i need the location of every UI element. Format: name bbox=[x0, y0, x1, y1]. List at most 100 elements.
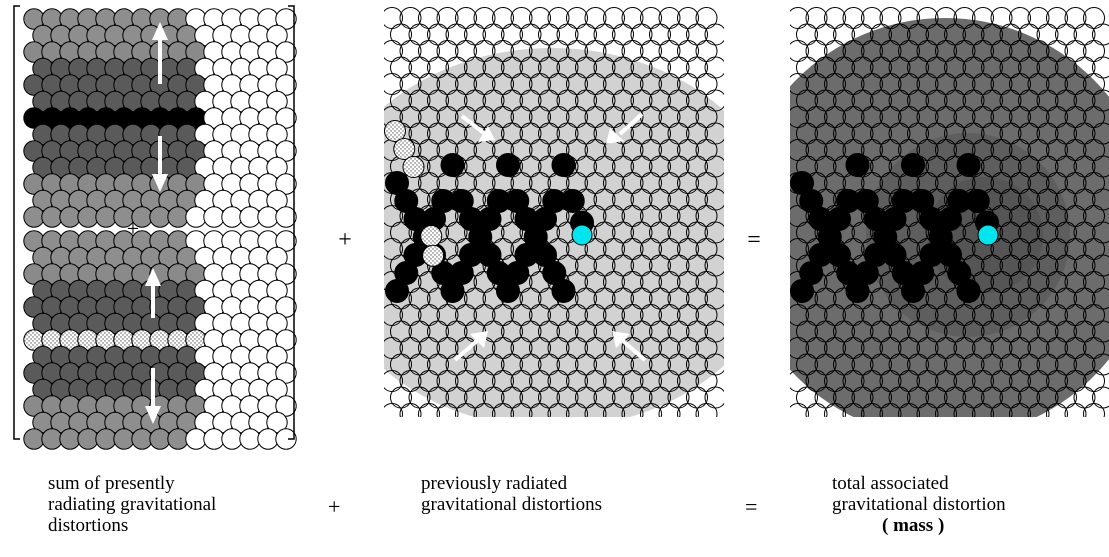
arrow-down-icon bbox=[145, 368, 161, 424]
grid-circle bbox=[275, 395, 297, 417]
grid-circle bbox=[603, 403, 625, 417]
grid-circle bbox=[658, 403, 681, 417]
grid-circle bbox=[266, 345, 288, 368]
shaded-circle bbox=[167, 206, 189, 228]
grid-circle bbox=[898, 403, 920, 417]
grid-circle bbox=[566, 403, 588, 417]
shaded-circle bbox=[41, 206, 63, 228]
arrow-icon bbox=[460, 114, 495, 142]
shaded-circle bbox=[77, 428, 99, 450]
grid-circle bbox=[266, 156, 288, 179]
grid-circle bbox=[492, 403, 514, 417]
caption-line: gravitational distortion bbox=[832, 494, 1006, 515]
grid-circle bbox=[266, 378, 288, 401]
caption-plus: + bbox=[328, 494, 341, 519]
grid-circle bbox=[547, 403, 570, 417]
grid-circle bbox=[275, 362, 297, 384]
shaded-circle bbox=[77, 206, 99, 228]
grid-circle bbox=[275, 428, 297, 450]
grid-circle bbox=[266, 189, 288, 212]
arrow-icon bbox=[453, 331, 488, 362]
caption-middle: previously radiated gravitational distor… bbox=[421, 473, 602, 515]
grid-circle bbox=[953, 403, 976, 417]
grid-circle bbox=[221, 428, 243, 450]
grid-circle bbox=[1027, 403, 1050, 417]
grid-circle bbox=[275, 107, 297, 129]
arrow-icon bbox=[612, 331, 647, 362]
mass-circle bbox=[901, 153, 925, 177]
grid-circle bbox=[1009, 403, 1031, 417]
caption-left: sum of presently radiating gravitational… bbox=[48, 473, 216, 536]
equals-operator: = bbox=[747, 227, 761, 253]
cyan-circle bbox=[571, 224, 593, 246]
mass-circle bbox=[551, 153, 576, 177]
dotted-circle bbox=[402, 156, 425, 178]
grid-circle bbox=[805, 403, 828, 417]
grid-circle bbox=[275, 329, 297, 351]
arrow-up-icon bbox=[152, 22, 168, 84]
dotted-circle bbox=[384, 120, 406, 142]
grid-circle bbox=[266, 90, 288, 113]
grid-circle bbox=[1064, 403, 1087, 417]
middle-grid bbox=[384, 7, 724, 417]
grid-circle bbox=[239, 206, 261, 228]
shaded-circle bbox=[41, 428, 63, 450]
grid-circle bbox=[473, 403, 496, 417]
mass-circle bbox=[496, 279, 520, 303]
grid-circle bbox=[257, 206, 279, 228]
grid-circle bbox=[275, 206, 297, 228]
grid-circle bbox=[790, 403, 809, 417]
grid-circle bbox=[1046, 403, 1068, 417]
grid-circle bbox=[275, 140, 297, 162]
arrow-down-icon bbox=[152, 136, 168, 192]
left-bracket bbox=[13, 5, 20, 440]
shaded-circle bbox=[59, 206, 81, 228]
shaded-circle bbox=[113, 428, 135, 450]
grid-circle bbox=[621, 403, 644, 417]
inner-plus-sign: + bbox=[127, 216, 139, 241]
mass-circle bbox=[440, 153, 465, 177]
caption-line: total associated bbox=[832, 473, 949, 494]
shaded-circle bbox=[59, 428, 81, 450]
shaded-circle bbox=[23, 206, 45, 228]
grid-circle bbox=[935, 403, 957, 417]
caption-right: total associated gravitational distortio… bbox=[832, 473, 1006, 536]
mass-circle bbox=[496, 153, 520, 177]
grid-circle bbox=[418, 403, 440, 417]
grid-circle bbox=[529, 403, 551, 417]
plus-operator: + bbox=[338, 227, 352, 253]
grid-circle bbox=[266, 57, 288, 80]
left-panel: + bbox=[13, 5, 297, 450]
grid-circle bbox=[510, 403, 533, 417]
cyan-circle bbox=[977, 224, 999, 246]
grid-circle bbox=[972, 403, 994, 417]
grid-circle bbox=[275, 41, 297, 63]
shaded-circle bbox=[23, 428, 45, 450]
grid-circle bbox=[266, 279, 288, 302]
grid-circle bbox=[640, 403, 662, 417]
grid-circle bbox=[842, 403, 865, 417]
grid-circle bbox=[384, 403, 403, 417]
grid-circle bbox=[879, 403, 902, 417]
grid-circle bbox=[584, 403, 607, 417]
caption-line-mass: ( mass ) bbox=[882, 515, 945, 536]
grid-circle bbox=[436, 403, 459, 417]
shaded-circle bbox=[95, 428, 117, 450]
grid-circle bbox=[824, 403, 846, 417]
mass-circle bbox=[790, 279, 814, 303]
mass-circle bbox=[385, 279, 409, 303]
shaded-circle bbox=[95, 206, 117, 228]
grid-circle bbox=[239, 428, 261, 450]
mass-circle bbox=[965, 189, 990, 213]
grid-circle bbox=[399, 403, 422, 417]
caption-line: gravitational distortions bbox=[421, 494, 603, 515]
mass-circle bbox=[901, 279, 925, 303]
left-bottom-grid bbox=[23, 230, 297, 450]
dotted-circle bbox=[393, 138, 416, 160]
grid-circle bbox=[266, 24, 288, 47]
mass-circle bbox=[845, 153, 870, 177]
grid-circle bbox=[695, 403, 718, 417]
grid-circle bbox=[677, 403, 699, 417]
mass-circle bbox=[440, 279, 465, 303]
shaded-circle bbox=[149, 428, 171, 450]
